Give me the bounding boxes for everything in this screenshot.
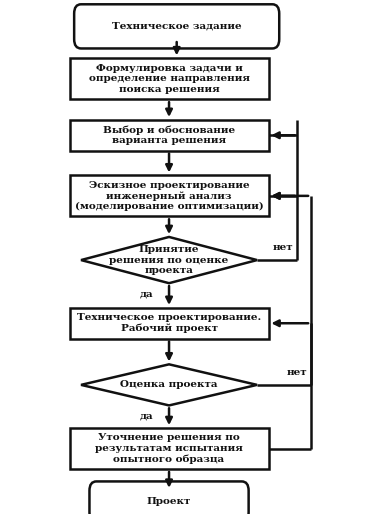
Text: Выбор и обоснование
варианта решения: Выбор и обоснование варианта решения <box>103 125 235 145</box>
Text: Оценка проекта: Оценка проекта <box>120 381 218 389</box>
Bar <box>70 428 268 469</box>
Text: да: да <box>139 411 153 421</box>
Bar <box>70 58 268 99</box>
Text: Формулировка задачи и
определение направления
поиска решения: Формулировка задачи и определение направ… <box>89 64 250 94</box>
Text: нет: нет <box>273 244 293 252</box>
Bar <box>70 308 268 339</box>
Polygon shape <box>81 364 257 405</box>
Text: Техническое проектирование.
Рабочий проект: Техническое проектирование. Рабочий прое… <box>77 313 261 333</box>
Bar <box>70 120 268 151</box>
Text: Уточнение решения по
результатам испытания
опытного образца: Уточнение решения по результатам испытан… <box>95 433 243 464</box>
Text: Принятие
решения по оценке
проекта: Принятие решения по оценке проекта <box>109 245 228 275</box>
Polygon shape <box>81 237 257 283</box>
Text: Техническое задание: Техническое задание <box>112 22 242 31</box>
FancyBboxPatch shape <box>74 4 279 48</box>
Text: да: да <box>139 289 153 298</box>
Text: Проект: Проект <box>147 497 191 506</box>
Bar <box>70 175 268 216</box>
Text: Эскизное проектирование
инженерный анализ
(моделирование оптимизации): Эскизное проектирование инженерный анали… <box>74 181 263 211</box>
FancyBboxPatch shape <box>89 482 248 515</box>
Text: нет: нет <box>286 368 307 377</box>
